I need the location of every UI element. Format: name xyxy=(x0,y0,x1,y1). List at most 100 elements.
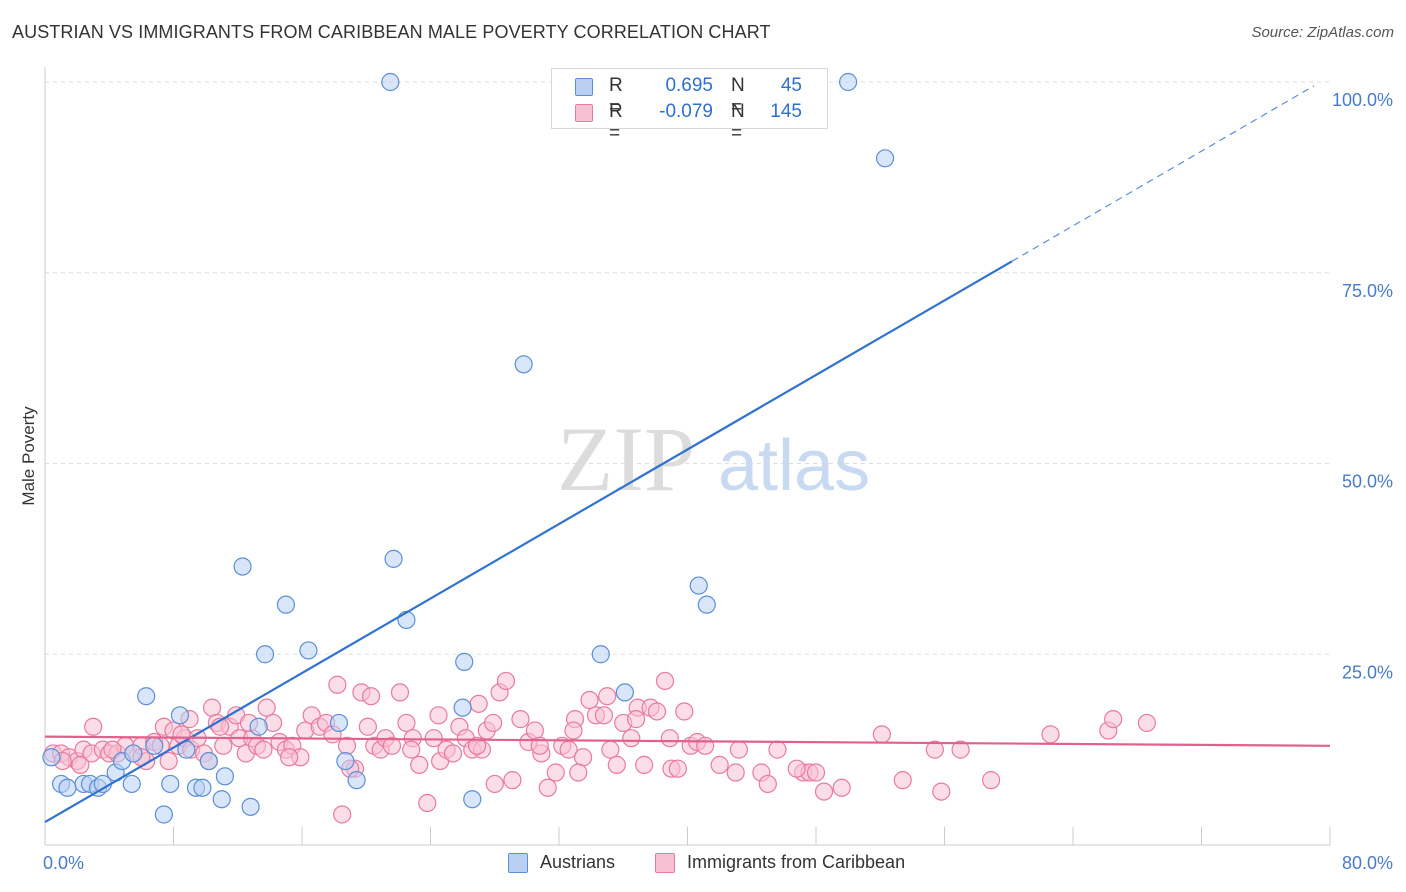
data-point xyxy=(668,759,687,778)
data-point xyxy=(726,763,745,782)
data-point xyxy=(336,751,355,771)
data-point xyxy=(546,763,565,782)
trend-lines xyxy=(44,85,1331,824)
x-tick-label: 0.0% xyxy=(43,853,84,873)
data-point xyxy=(358,717,377,736)
data-point xyxy=(429,706,448,725)
data-point xyxy=(397,713,416,733)
data-point xyxy=(875,149,895,168)
pink-series-points xyxy=(43,671,1156,824)
source-label: Source: ZipAtlas.com xyxy=(1251,24,1394,41)
data-point xyxy=(530,736,549,755)
data-point xyxy=(124,744,143,763)
legend-r-value: -0.079 xyxy=(659,101,713,122)
y-tick-label: 100.0% xyxy=(1332,90,1393,110)
data-point xyxy=(832,778,851,797)
data-point xyxy=(361,687,381,706)
data-point xyxy=(655,671,675,691)
data-point xyxy=(215,767,234,786)
data-point xyxy=(455,652,474,671)
trend-line-austrians-extension xyxy=(1011,85,1315,262)
legend-n-label: N = xyxy=(731,75,745,118)
data-point xyxy=(485,774,504,794)
data-point xyxy=(193,778,212,797)
data-point xyxy=(758,774,777,794)
data-point xyxy=(249,717,268,736)
data-point xyxy=(390,683,410,702)
bottom-legend-swatch-blue xyxy=(508,853,528,873)
legend-r-label: R = xyxy=(609,75,623,118)
data-point xyxy=(159,751,178,771)
legend-n-label: N = xyxy=(731,101,745,144)
data-point xyxy=(463,790,482,809)
data-point xyxy=(58,778,77,797)
data-point xyxy=(467,736,487,755)
data-point xyxy=(329,713,349,733)
data-point xyxy=(347,771,366,790)
data-point xyxy=(626,710,646,729)
data-point xyxy=(514,355,533,374)
data-point xyxy=(170,706,190,725)
legend-r-label: R = xyxy=(609,101,623,144)
data-point xyxy=(710,755,729,774)
data-point xyxy=(591,645,610,664)
data-point xyxy=(660,729,679,748)
data-point xyxy=(122,774,141,794)
data-point xyxy=(402,740,421,759)
legend: R = 0.695 N = 45 R = -0.079 N = 145 xyxy=(551,68,828,144)
legend-swatch-pink xyxy=(575,104,593,122)
data-point xyxy=(202,698,222,717)
legend-swatch-blue xyxy=(575,78,593,96)
data-point xyxy=(424,729,443,748)
data-point xyxy=(806,763,826,782)
data-point xyxy=(257,698,276,717)
data-point xyxy=(199,751,218,771)
data-point xyxy=(598,687,617,706)
data-point xyxy=(1104,710,1123,729)
data-point xyxy=(697,595,716,614)
data-point xyxy=(496,671,516,691)
data-point xyxy=(381,72,400,92)
data-point xyxy=(814,782,834,801)
data-point xyxy=(280,748,299,767)
data-point xyxy=(647,702,667,721)
data-point xyxy=(601,740,620,759)
data-point xyxy=(525,721,545,740)
y-tick-label: 75.0% xyxy=(1342,281,1393,301)
data-point xyxy=(484,713,503,733)
data-point xyxy=(397,610,416,630)
data-point xyxy=(410,755,429,774)
watermark-atlas: atlas xyxy=(718,426,870,506)
data-point xyxy=(443,744,463,763)
data-point xyxy=(925,740,944,759)
y-axis-label: Male Poverty xyxy=(19,406,38,506)
data-point xyxy=(382,736,402,755)
data-point xyxy=(622,729,641,748)
data-point xyxy=(503,771,522,790)
bottom-legend-label: Austrians xyxy=(540,852,616,872)
blue-series-points xyxy=(42,72,895,824)
data-point xyxy=(932,782,951,801)
data-point xyxy=(607,755,626,774)
data-point xyxy=(580,690,599,710)
bottom-legend-swatch-pink xyxy=(655,853,675,873)
data-point xyxy=(564,721,583,740)
data-point xyxy=(84,717,103,736)
legend-n-value: 45 xyxy=(780,75,802,96)
data-point xyxy=(241,797,260,816)
x-tick-labels: 0.0% 80.0% xyxy=(43,853,1393,873)
data-point xyxy=(214,736,233,755)
legend-r-value: 0.695 xyxy=(665,75,713,96)
data-point xyxy=(872,725,891,744)
data-point xyxy=(333,805,352,824)
data-point xyxy=(981,771,1001,790)
data-point xyxy=(675,702,694,721)
data-point xyxy=(1041,725,1060,744)
data-point xyxy=(299,641,318,660)
data-point xyxy=(573,748,593,767)
data-point xyxy=(161,774,180,794)
data-point xyxy=(145,736,164,755)
data-point xyxy=(635,755,654,774)
data-point xyxy=(71,755,90,774)
